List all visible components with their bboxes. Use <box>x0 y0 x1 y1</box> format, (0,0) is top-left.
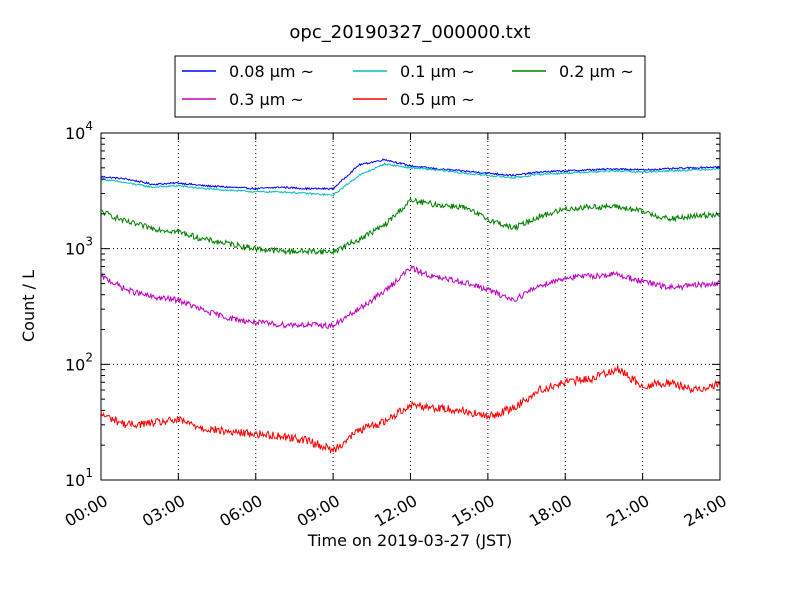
x-tick-label: 15:00 <box>448 491 497 531</box>
legend-label: 0.5 μm ~ <box>400 90 475 109</box>
x-tick-label: 24:00 <box>681 491 730 531</box>
series-line <box>100 158 721 191</box>
y-axis-label: Count / L <box>19 270 38 342</box>
x-tick-label: 21:00 <box>603 491 652 531</box>
x-tick-labels: 00:00 03:00 06:00 09:00 12:00 15:00 18:00 21:00… <box>62 491 730 531</box>
series-line <box>100 197 721 256</box>
series-line <box>100 265 721 330</box>
legend-label: 0.3 μm ~ <box>229 90 304 109</box>
x-tick-label: 12:00 <box>371 491 420 531</box>
legend: 0.08 μm ~ 0.1 μm ~ 0.2 μm ~ 0.3 μm ~ 0.5 μm … <box>174 55 646 118</box>
legend-box <box>174 55 646 118</box>
x-tick-label: 18:00 <box>526 491 575 531</box>
legend-label: 0.08 μm ~ <box>229 62 314 81</box>
y-tick-label: 104 <box>65 119 93 143</box>
legend-label: 0.1 μm ~ <box>400 62 475 81</box>
series-line <box>100 365 721 454</box>
x-tick-label: 09:00 <box>294 491 343 531</box>
x-axis-label: Time on 2019-03-27 (JST) <box>307 531 512 550</box>
chart-title: opc_20190327_000000.txt <box>289 22 530 43</box>
x-tick-label: 06:00 <box>216 491 265 531</box>
y-tick-label: 101 <box>65 466 93 490</box>
axis-ticks <box>100 132 721 481</box>
x-tick-label: 03:00 <box>139 491 188 531</box>
y-tick-labels: 101 102 103 104 <box>65 119 93 490</box>
y-tick-label: 102 <box>65 350 93 374</box>
series-lines <box>100 158 721 454</box>
legend-label: 0.2 μm ~ <box>559 62 634 81</box>
x-tick-label: 00:00 <box>62 491 111 531</box>
plot-area <box>100 132 721 481</box>
plot-frame <box>100 132 721 481</box>
y-tick-label: 103 <box>65 235 93 259</box>
series-line <box>100 161 721 197</box>
